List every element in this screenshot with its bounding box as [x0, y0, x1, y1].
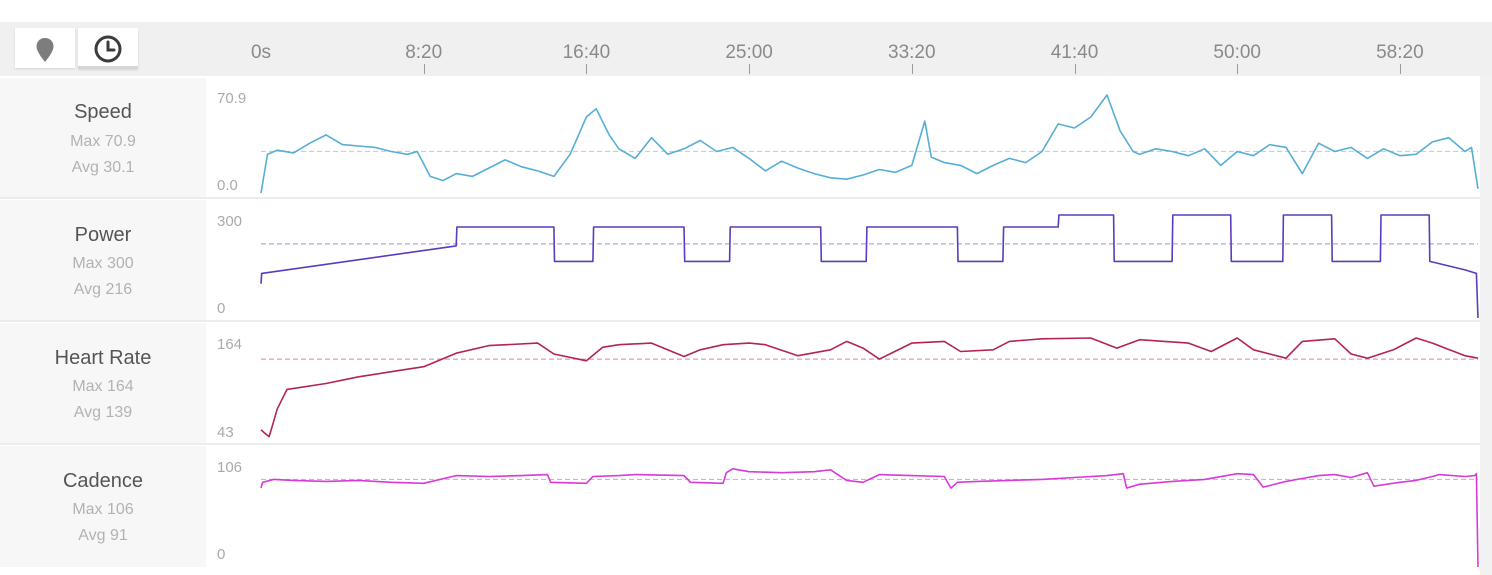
- heart-rate-series-line: [260, 337, 1479, 438]
- x-tick-label: 50:00: [1213, 42, 1261, 63]
- heart-rate-title: Heart Rate: [54, 347, 152, 369]
- map-pin-icon: [36, 38, 54, 62]
- x-tick-mark: [424, 64, 425, 74]
- clock-icon: [94, 35, 122, 63]
- power-summary: Power Max 300 Avg 216: [0, 200, 206, 321]
- speed-ytick-bottom: 0.0: [217, 177, 238, 194]
- cadence-avg: Avg 91: [78, 527, 128, 544]
- x-tick-label: 25:00: [725, 42, 773, 63]
- power-series-line: [260, 214, 1479, 319]
- cadence-series-line: [260, 467, 1479, 568]
- x-tick-label: 0s: [250, 42, 272, 63]
- power-title: Power: [74, 224, 132, 246]
- speed-max: Max 70.9: [70, 133, 136, 150]
- heart-rate-max: Max 164: [72, 378, 134, 395]
- power-plot[interactable]: [208, 200, 1480, 321]
- x-tick-mark: [1237, 64, 1238, 74]
- cadence-plot[interactable]: [208, 446, 1480, 567]
- power-max: Max 300: [72, 255, 134, 272]
- x-tick-mark: [912, 64, 913, 74]
- time-view-button[interactable]: [78, 28, 138, 69]
- power-row: Power Max 300 Avg 216 300 0: [0, 200, 1480, 321]
- speed-summary: Speed Max 70.9 Avg 30.1: [0, 78, 206, 199]
- x-tick-mark: [1075, 64, 1076, 74]
- speed-avg: Avg 30.1: [71, 159, 135, 176]
- timeline-header: [0, 22, 1492, 76]
- x-tick-label: 16:40: [562, 42, 611, 63]
- x-tick-mark: [749, 64, 750, 74]
- heart-rate-avg: Avg 139: [73, 404, 133, 421]
- x-tick-label: 58:20: [1376, 42, 1424, 63]
- speed-series-line: [260, 94, 1479, 194]
- cadence-ytick-top: 106: [217, 459, 243, 476]
- cadence-title: Cadence: [62, 470, 144, 492]
- x-tick-label: 33:20: [888, 42, 936, 63]
- cadence-summary: Cadence Max 106 Avg 91: [0, 446, 206, 567]
- cadence-ytick-bottom: 0: [217, 546, 226, 563]
- x-tick-label: 41:40: [1050, 42, 1099, 63]
- row-divider: [0, 320, 1480, 322]
- scrollbar-track[interactable]: [1480, 76, 1492, 575]
- speed-title: Speed: [74, 101, 132, 123]
- row-divider: [0, 443, 1480, 445]
- row-divider: [0, 197, 1480, 199]
- heart-rate-ytick-bottom: 43: [217, 424, 234, 441]
- x-tick-mark: [586, 64, 587, 74]
- x-tick-label: 8:20: [405, 42, 443, 63]
- power-ytick-top: 300: [217, 213, 243, 230]
- power-ytick-bottom: 0: [217, 300, 226, 317]
- x-tick-mark: [1400, 64, 1401, 74]
- power-avg: Avg 216: [73, 281, 133, 298]
- heart-rate-summary: Heart Rate Max 164 Avg 139: [0, 323, 206, 444]
- cadence-row: Cadence Max 106 Avg 91 106 0: [0, 446, 1480, 567]
- heart-rate-ytick-top: 164: [217, 336, 243, 353]
- speed-ytick-top: 70.9: [217, 90, 247, 107]
- cadence-max: Max 106: [72, 501, 134, 518]
- map-view-button[interactable]: [15, 28, 75, 68]
